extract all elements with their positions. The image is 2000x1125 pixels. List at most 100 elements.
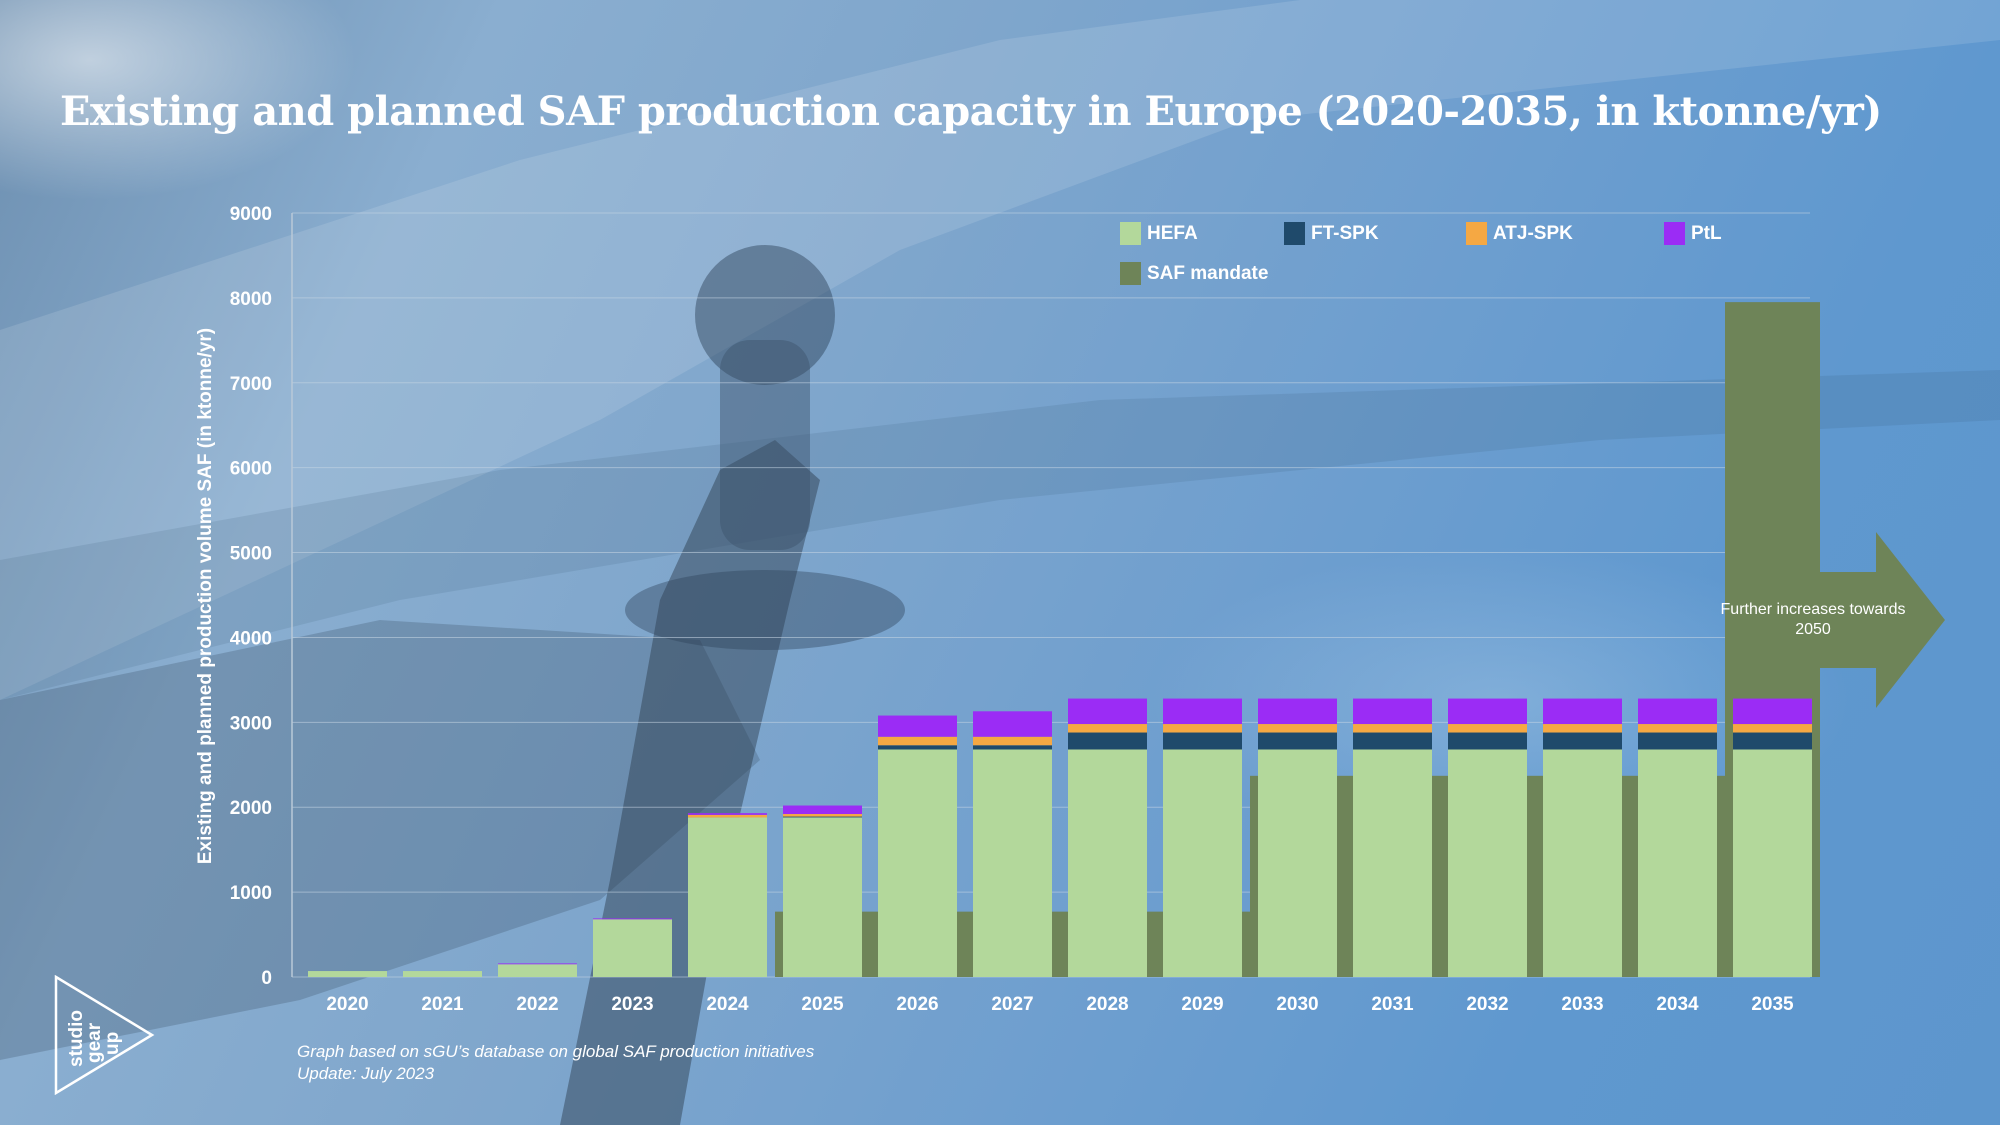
legend-label: PtL [1691, 222, 1722, 244]
y-tick-label: 4000 [230, 628, 272, 649]
bar-hefa [1638, 749, 1717, 977]
bar-ptl [1448, 698, 1527, 725]
bar-atj-spk [973, 736, 1052, 746]
bar-ptl [1258, 698, 1337, 725]
engine-shape [0, 620, 760, 1060]
bar-ft-spk [1258, 732, 1337, 750]
x-tick-label: 2022 [516, 994, 558, 1015]
nozzle-body [720, 340, 810, 550]
further-increase-arrow [1820, 532, 1945, 708]
bar-ptl [1163, 698, 1242, 725]
chart-title: Existing and planned SAF production capa… [60, 88, 1882, 135]
legend-item-hefa: HEFA [1120, 222, 1198, 245]
bar-atj-spk [1638, 724, 1717, 733]
x-tick-label: 2023 [611, 994, 653, 1015]
capacity-bars [308, 698, 1812, 977]
x-tick-label: 2028 [1086, 994, 1128, 1015]
legend-swatch [1120, 262, 1141, 285]
legend-label: FT-SPK [1311, 222, 1379, 244]
bar-ft-spk [973, 745, 1052, 750]
bar-atj-spk [1733, 724, 1812, 733]
nozzle-cap [695, 245, 835, 385]
bar-ptl [1638, 698, 1717, 725]
svg-text:studio: studio [66, 1010, 87, 1067]
bar-ft-spk [1448, 732, 1527, 750]
bar-ft-spk [1733, 732, 1812, 750]
bar-atj-spk [1448, 724, 1527, 733]
legend-label: HEFA [1147, 222, 1198, 244]
legend-item-atj-spk: ATJ-SPK [1466, 222, 1573, 245]
x-tick-label: 2025 [801, 994, 844, 1015]
y-tick-label: 5000 [230, 544, 272, 565]
footnote-update: Update: July 2023 [297, 1064, 435, 1083]
bar-hefa [973, 749, 1052, 977]
x-tick-label: 2030 [1276, 994, 1318, 1015]
bar-hefa [1068, 749, 1147, 977]
y-tick-label: 2000 [230, 798, 272, 819]
x-tick-label: 2033 [1561, 994, 1603, 1015]
legend-label: SAF mandate [1147, 262, 1269, 284]
y-axis-label: Existing and planned production volume S… [195, 327, 216, 865]
legend-item-ptl: PtL [1664, 222, 1722, 245]
studio-gear-up-logo: studio gear up [54, 975, 155, 1095]
bar-hefa [1543, 749, 1622, 977]
y-tick-label: 9000 [230, 204, 272, 225]
bar-hefa [878, 749, 957, 977]
y-tick-label: 1000 [230, 883, 272, 904]
wing-surface [0, 0, 2000, 700]
bar-hefa [1258, 749, 1337, 977]
bar-hefa [1733, 749, 1812, 977]
bar-atj-spk [1543, 724, 1622, 733]
legend-swatch [1466, 222, 1487, 245]
x-tick-label: 2032 [1466, 994, 1508, 1015]
bar-ft-spk [1163, 732, 1242, 750]
x-tick-label: 2024 [706, 994, 749, 1015]
bar-ptl [593, 918, 672, 920]
bar-atj-spk [1258, 724, 1337, 733]
bar-ptl [973, 711, 1052, 737]
y-tick-label: 6000 [230, 459, 272, 480]
bar-ptl [1733, 698, 1812, 725]
legend-swatch [1284, 222, 1305, 245]
bar-ptl [1353, 698, 1432, 725]
bar-hefa [1448, 749, 1527, 977]
svg-text:up: up [102, 1032, 123, 1055]
x-tick-label: 2035 [1751, 994, 1794, 1015]
bar-hefa [308, 971, 387, 977]
bar-ft-spk [1543, 732, 1622, 750]
bar-atj-spk [1068, 724, 1147, 733]
bar-ptl [783, 805, 862, 815]
y-tick-label: 7000 [230, 374, 272, 395]
bar-hefa [403, 971, 482, 977]
bar-ptl [1543, 698, 1622, 725]
y-tick-label: 0 [261, 968, 272, 989]
svg-text:gear: gear [84, 1022, 105, 1063]
nozzle-flange [625, 570, 905, 650]
bar-atj-spk [878, 736, 957, 746]
arrow-annotation: Further increases towards 2050 [1720, 601, 1906, 638]
bar-hefa [593, 919, 672, 977]
legend-item-ft-spk: FT-SPK [1284, 222, 1379, 245]
bar-ft-spk [783, 816, 862, 818]
bar-ft-spk [1638, 732, 1717, 750]
bar-hefa [1163, 749, 1242, 977]
bar-atj-spk [688, 814, 767, 818]
y-tick-label: 8000 [230, 289, 272, 310]
x-tick-label: 2034 [1656, 994, 1699, 1015]
x-tick-label: 2029 [1181, 994, 1223, 1015]
axis-ticks: 0 1000 2000 3000 4000 5000 6000 7000 8000 9000 202… [230, 204, 1794, 1015]
x-tick-label: 2031 [1371, 994, 1414, 1015]
bar-hefa [498, 964, 577, 977]
bar-atj-spk [1163, 724, 1242, 733]
bar-ft-spk [1353, 732, 1432, 750]
legend-swatch [1664, 222, 1685, 245]
legend-swatch [1120, 222, 1141, 245]
x-tick-label: 2026 [896, 994, 938, 1015]
bar-atj-spk [783, 814, 862, 817]
bar-hefa [688, 817, 767, 977]
x-tick-label: 2020 [326, 994, 368, 1015]
bar-hefa [783, 817, 862, 977]
bar-atj-spk [1353, 724, 1432, 733]
legend-item-saf-mandate: SAF mandate [1120, 262, 1268, 285]
